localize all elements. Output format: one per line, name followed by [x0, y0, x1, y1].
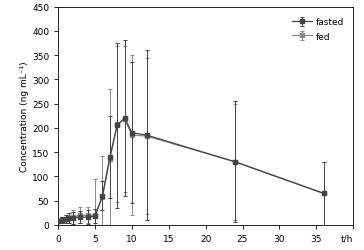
Y-axis label: Concentration (ng mL⁻¹): Concentration (ng mL⁻¹) — [20, 61, 29, 171]
Legend: fasted, fed: fasted, fed — [290, 16, 345, 43]
Text: t/h: t/h — [341, 234, 353, 243]
